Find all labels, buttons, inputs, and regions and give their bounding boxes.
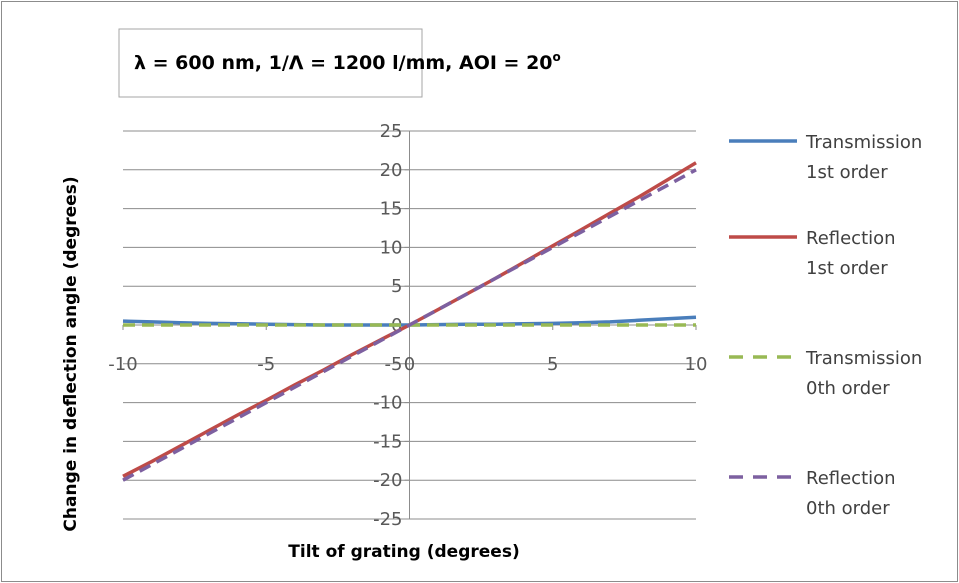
y-axis-title: Change in deflection angle (degrees) [61, 176, 81, 531]
series-lines [122, 161, 697, 482]
x-tick-label: 10 [685, 354, 708, 375]
y-tick-label: 25 [380, 121, 403, 142]
y-tick-label: -25 [373, 509, 402, 530]
y-tick-label: -10 [373, 393, 402, 414]
y-tick-label: 20 [380, 160, 403, 181]
x-tick-label: 5 [547, 354, 558, 375]
legend-label-4: 0th order [806, 498, 890, 519]
legend-label-3: Transmission [805, 348, 922, 369]
y-tick-label: 15 [380, 199, 403, 220]
x-tick-labels: -10 -5 0 5 10 [108, 354, 707, 375]
x-tick-label: 0 [404, 354, 415, 375]
legend: Transmission 1st order Reflection 1st order… [729, 132, 922, 519]
y-tick-label: 5 [391, 276, 402, 297]
y-tick-label: -5 [385, 354, 403, 375]
y-tick-label: 10 [380, 237, 403, 258]
x-tick-label: -5 [257, 354, 275, 375]
legend-label-2: Reflection [806, 228, 896, 249]
legend-label-3: 0th order [806, 378, 890, 399]
title-box [118, 28, 423, 98]
legend-label-4: Reflection [806, 468, 896, 489]
x-tick-label: -10 [108, 354, 137, 375]
legend-label-1: Transmission [805, 132, 922, 153]
y-tick-label: -15 [373, 431, 402, 452]
series-line-4 [122, 168, 697, 482]
x-axis-title: Tilt of grating (degrees) [288, 542, 519, 562]
legend-label-2: 1st order [806, 258, 888, 279]
legend-label-1: 1st order [806, 162, 888, 183]
chart-title: λ = 600 nm, 1/Λ = 1200 l/mm, AOI = 20o [134, 50, 561, 74]
y-tick-label: -20 [373, 470, 402, 491]
